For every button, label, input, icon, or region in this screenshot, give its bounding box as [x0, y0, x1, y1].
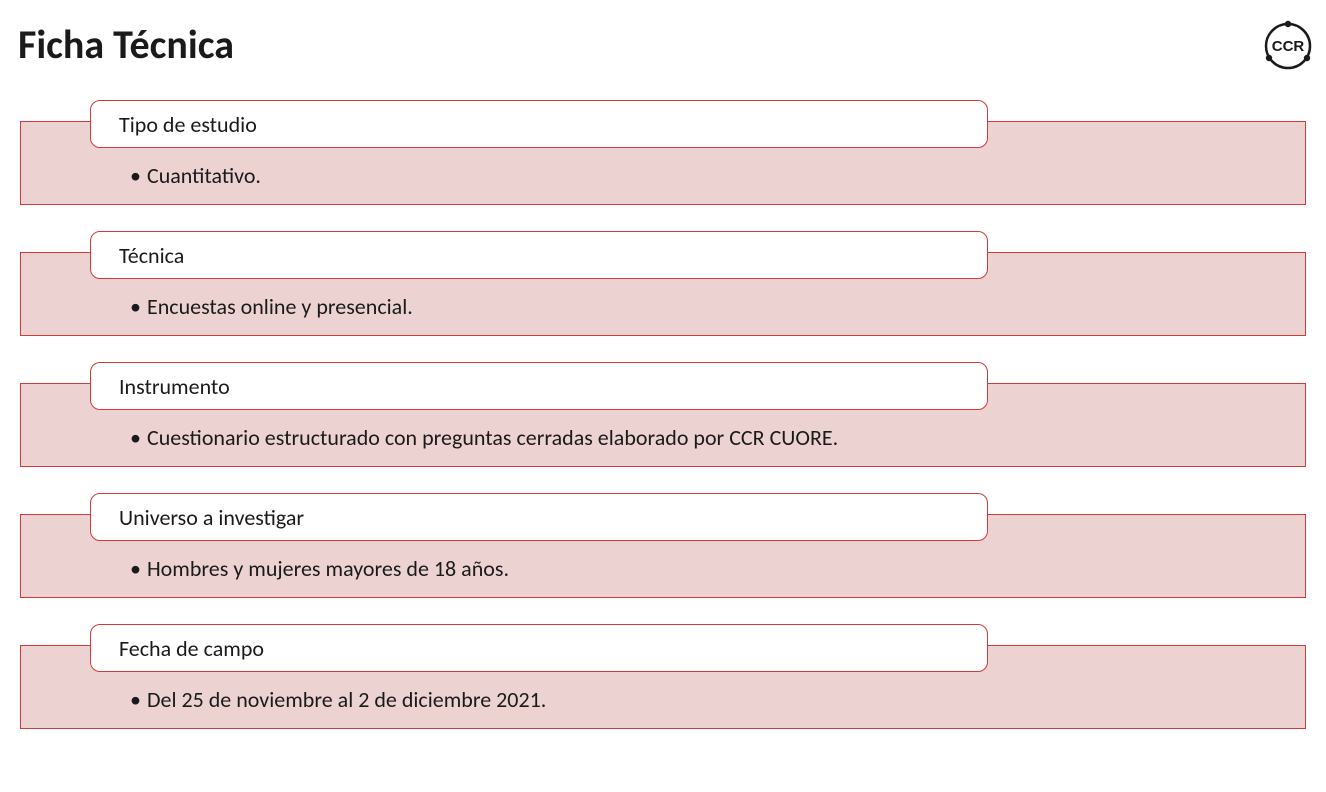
section-header-label: Universo a investigar: [119, 504, 304, 531]
section-header-label: Técnica: [119, 242, 184, 269]
section-body-text: Cuantitativo.: [147, 162, 261, 189]
section-body-text: Cuestionario estructurado con preguntas …: [147, 424, 838, 451]
section-tecnica: Técnica •Encuestas online y presencial.: [20, 231, 1306, 336]
section-body: •Hombres y mujeres mayores de 18 años.: [130, 555, 509, 582]
bullet-icon: •: [130, 424, 141, 451]
section-instrumento: Instrumento •Cuestionario estructurado c…: [20, 362, 1306, 467]
section-universo: Universo a investigar •Hombres y mujeres…: [20, 493, 1306, 598]
bullet-icon: •: [130, 162, 141, 189]
section-body-text: Encuestas online y presencial.: [147, 293, 413, 320]
ccr-logo-icon: CCR: [1262, 20, 1314, 72]
section-header: Fecha de campo: [90, 624, 988, 672]
section-body: •Del 25 de noviembre al 2 de diciembre 2…: [130, 686, 546, 713]
bullet-icon: •: [130, 555, 141, 582]
section-body-text: Hombres y mujeres mayores de 18 años.: [147, 555, 509, 582]
header-row: Ficha Técnica CCR: [18, 20, 1308, 72]
page-title: Ficha Técnica: [18, 20, 234, 69]
section-header: Universo a investigar: [90, 493, 988, 541]
bullet-icon: •: [130, 686, 141, 713]
section-body: •Cuestionario estructurado con preguntas…: [130, 424, 838, 451]
section-header: Instrumento: [90, 362, 988, 410]
section-fecha-de-campo: Fecha de campo •Del 25 de noviembre al 2…: [20, 624, 1306, 729]
section-body: •Cuantitativo.: [130, 162, 261, 189]
section-header: Técnica: [90, 231, 988, 279]
section-header: Tipo de estudio: [90, 100, 988, 148]
section-tipo-de-estudio: Tipo de estudio •Cuantitativo.: [20, 100, 1306, 205]
section-body: •Encuestas online y presencial.: [130, 293, 413, 320]
logo-text: CCR: [1272, 38, 1305, 55]
sections-container: Tipo de estudio •Cuantitativo. Técnica •…: [18, 100, 1308, 729]
section-body-text: Del 25 de noviembre al 2 de diciembre 20…: [147, 686, 546, 713]
section-header-label: Instrumento: [119, 373, 230, 400]
section-header-label: Tipo de estudio: [119, 111, 257, 138]
section-header-label: Fecha de campo: [119, 635, 264, 662]
bullet-icon: •: [130, 293, 141, 320]
